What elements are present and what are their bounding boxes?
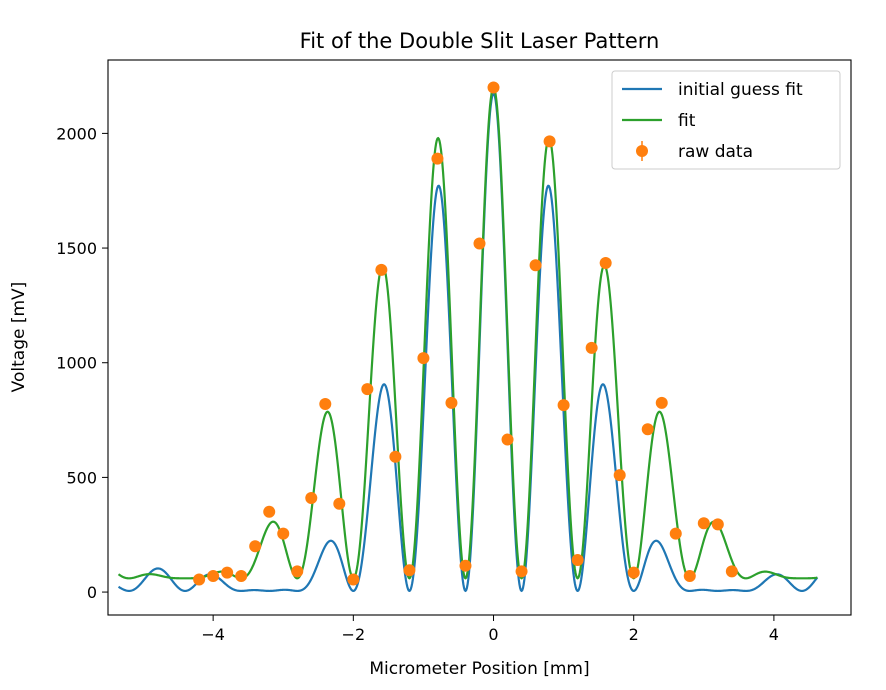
raw-data-point (403, 564, 416, 577)
raw-data-point (613, 469, 626, 482)
x-tick-label: 2 (629, 625, 639, 644)
raw-data-point (459, 559, 472, 572)
raw-data-point (529, 259, 542, 272)
y-tick-label: 500 (66, 468, 97, 487)
raw-data-point (473, 237, 486, 250)
raw-data-point (277, 527, 290, 540)
raw-data-point (515, 565, 528, 578)
raw-data-point (333, 497, 346, 510)
raw-data-point (725, 565, 738, 578)
raw-data-point (249, 540, 262, 553)
raw-data-point (599, 256, 612, 269)
raw-data-point (375, 263, 388, 276)
raw-data-point (389, 450, 402, 463)
raw-data-point (711, 518, 724, 531)
raw-data-point (347, 573, 360, 586)
raw-data-point (487, 81, 500, 94)
raw-data-point (221, 566, 234, 579)
legend-label-raw-data: raw data (678, 142, 753, 162)
x-tick-label: −4 (201, 625, 225, 644)
chart-title: Fit of the Double Slit Laser Pattern (300, 29, 660, 53)
raw-data-point (697, 517, 710, 530)
raw-data-point (235, 570, 248, 583)
axes: −4 −2 0 2 4 0 500 1000 1500 2000 (56, 124, 779, 644)
raw-data-point (319, 398, 332, 411)
raw-data-point (571, 553, 584, 566)
raw-data-point (291, 565, 304, 578)
raw-data-point (683, 570, 696, 583)
raw-data-point (193, 573, 206, 586)
legend: initial guess fit fit raw data (611, 70, 841, 170)
raw-data-point (655, 396, 668, 409)
raw-data-point (585, 341, 598, 354)
legend-box (611, 70, 841, 170)
raw-data-point (543, 135, 556, 148)
raw-data-point (417, 352, 430, 365)
x-tick-label: 4 (769, 625, 779, 644)
y-tick-label: 2000 (56, 124, 97, 143)
y-axis-title: Voltage [mV] (9, 282, 29, 393)
plot-area (117, 81, 819, 593)
raw-data-point (431, 152, 444, 165)
raw-data-point (627, 566, 640, 579)
x-axis-title: Micrometer Position [mm] (369, 659, 589, 679)
x-tick-label: −2 (342, 625, 366, 644)
x-tick-label: 0 (488, 625, 498, 644)
raw-data-point (207, 570, 220, 583)
raw-data-point (361, 383, 374, 396)
legend-swatch-raw-data-marker (636, 145, 648, 157)
raw-data-point (445, 396, 458, 409)
legend-label-fit: fit (678, 111, 696, 131)
raw-data-point (641, 423, 654, 436)
raw-data-point (669, 527, 682, 540)
y-tick-label: 0 (87, 583, 97, 602)
y-tick-label: 1500 (56, 239, 97, 258)
raw-data-point (557, 399, 570, 412)
plot-frame (107, 59, 852, 616)
y-tick-label: 1000 (56, 354, 97, 373)
raw-data-point (263, 505, 276, 518)
raw-data-point (501, 433, 514, 446)
series-initial-guess-fit-line (117, 92, 819, 593)
raw-data-point (305, 492, 318, 505)
legend-label-initial-guess-fit: initial guess fit (678, 80, 803, 100)
